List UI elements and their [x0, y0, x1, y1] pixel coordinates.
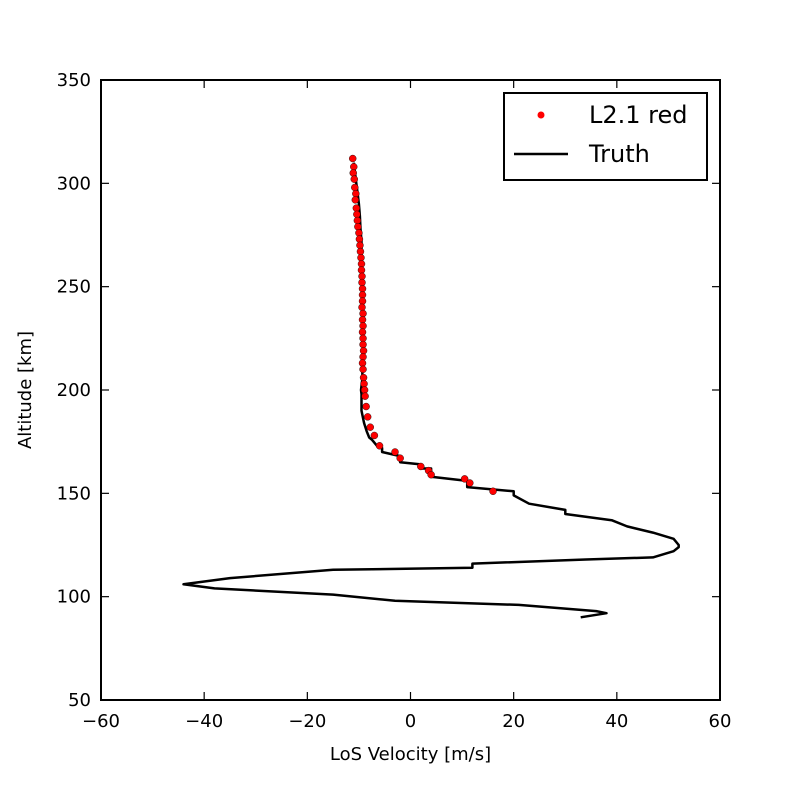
- data-point: [358, 278, 366, 287]
- x-axis-label: LoS Velocity [m/s]: [330, 744, 491, 765]
- data-point: [355, 229, 363, 237]
- data-point: [356, 241, 364, 250]
- data-point: [349, 169, 357, 177]
- truth-line-layer: [182, 162, 680, 619]
- data-point: [354, 223, 362, 231]
- data-points-layer: [349, 154, 497, 495]
- x-tick-label: −40: [185, 711, 223, 732]
- data-point: [359, 353, 367, 361]
- legend-entry-l21-red: L2.1 red: [589, 101, 688, 129]
- data-point: [460, 475, 469, 483]
- data-point: [355, 235, 364, 243]
- data-point: [362, 402, 370, 411]
- data-point: [359, 365, 367, 374]
- data-point: [349, 154, 357, 163]
- data-point: [363, 413, 372, 421]
- data-point: [357, 266, 366, 274]
- y-tick-label: 350: [57, 70, 91, 91]
- data-point: [358, 303, 366, 312]
- data-point: [358, 285, 367, 293]
- data-point: [352, 189, 360, 198]
- data-point: [489, 487, 497, 495]
- legend: L2.1 red Truth: [503, 92, 708, 181]
- y-tick-label: 300: [57, 173, 91, 194]
- x-tick-label: −60: [82, 711, 120, 732]
- data-point: [417, 462, 425, 471]
- data-point: [352, 204, 361, 212]
- legend-entry-truth: Truth: [588, 140, 650, 168]
- data-point: [391, 448, 399, 456]
- data-point: [358, 272, 366, 281]
- data-point: [359, 373, 368, 382]
- data-point: [359, 322, 367, 330]
- data-point: [350, 175, 358, 183]
- data-point: [370, 431, 379, 440]
- y-tick-label: 100: [57, 587, 91, 608]
- data-point: [359, 334, 367, 343]
- truth-line: [182, 162, 680, 619]
- y-axis-label: Altitude [km]: [15, 331, 36, 449]
- data-point: [358, 291, 367, 299]
- data-point: [396, 454, 404, 462]
- x-tick-label: 0: [405, 711, 416, 732]
- data-point: [358, 297, 367, 305]
- data-point: [359, 340, 367, 349]
- data-point: [358, 328, 367, 336]
- data-point: [356, 247, 365, 256]
- x-tick-label: 20: [502, 711, 525, 732]
- data-point: [360, 380, 368, 388]
- legend-point-marker: [537, 111, 545, 119]
- data-point: [427, 471, 435, 479]
- y-tick-label: 50: [68, 690, 91, 711]
- x-tick-label: 40: [605, 711, 628, 732]
- y-tick-label: 250: [57, 277, 91, 298]
- data-point: [359, 309, 367, 318]
- data-point: [358, 359, 367, 367]
- data-point: [350, 163, 358, 171]
- data-point: [358, 316, 367, 324]
- data-point: [351, 196, 360, 204]
- x-tick-label: −20: [288, 711, 326, 732]
- data-point: [351, 183, 359, 192]
- data-point: [466, 479, 474, 487]
- y-tick-label: 200: [57, 380, 91, 401]
- data-point: [375, 442, 384, 450]
- plot-frame: [100, 79, 721, 701]
- data-point: [366, 423, 374, 431]
- data-point: [357, 254, 365, 262]
- data-point: [361, 392, 369, 400]
- ticks-layer: −60 −40 −20 0 20 40 60 50 100 150 200 250 300 350: [57, 70, 732, 732]
- y-tick-label: 150: [57, 483, 91, 504]
- data-point: [360, 386, 369, 394]
- data-point: [353, 216, 362, 225]
- data-point: [359, 347, 368, 355]
- data-point: [353, 210, 361, 219]
- legend-box: [503, 92, 708, 181]
- data-point: [357, 260, 366, 268]
- x-tick-label: 60: [709, 711, 732, 732]
